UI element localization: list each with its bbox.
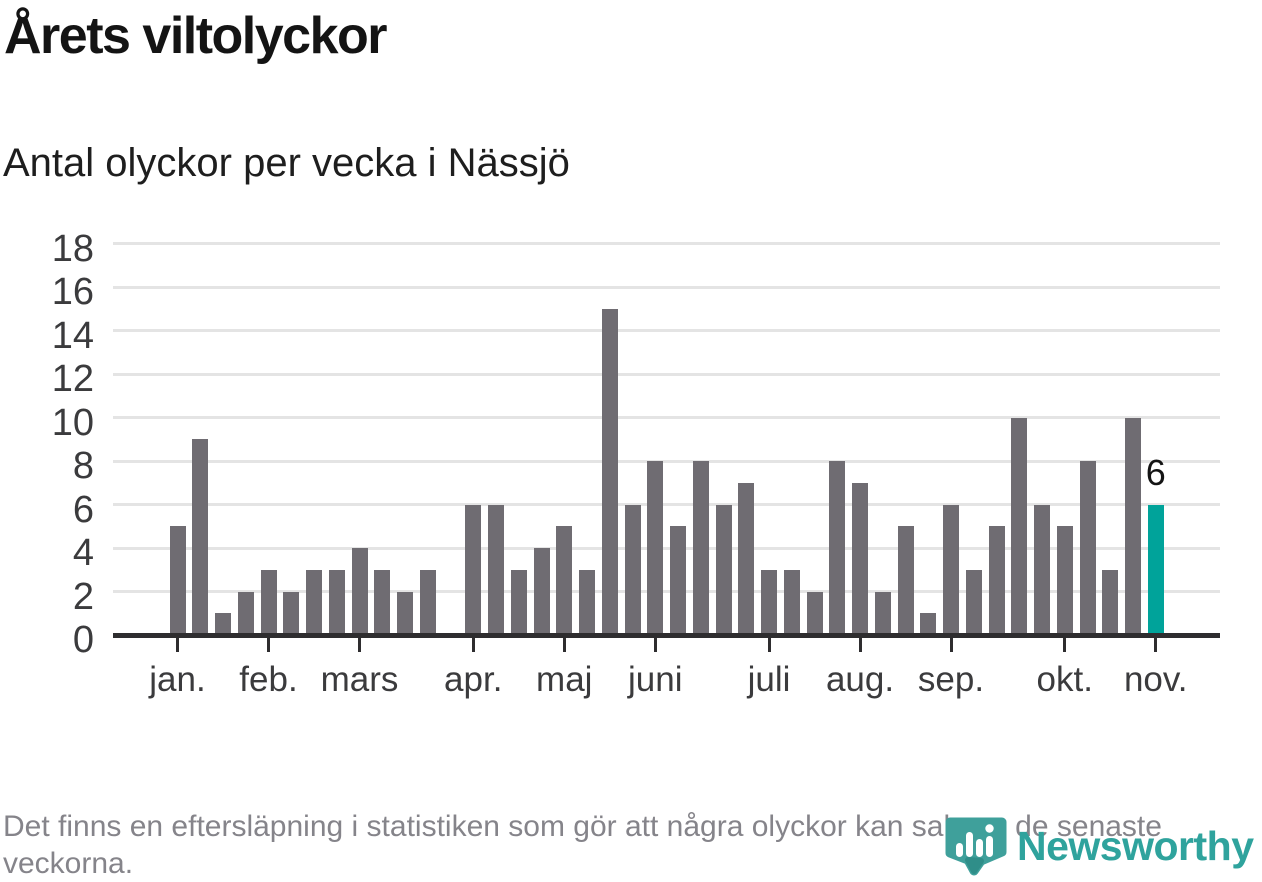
x-axis-tick (1063, 637, 1067, 652)
bar (1125, 417, 1141, 635)
bar (328, 569, 345, 635)
newsworthy-wordmark: Newsworthy (1017, 823, 1254, 869)
gridline (113, 372, 1220, 376)
y-axis-tick-label: 16 (51, 271, 94, 313)
gridline (113, 503, 1220, 506)
bar (215, 613, 231, 635)
gridline (113, 590, 1220, 593)
newsworthy-logo: Newsworthy (942, 815, 1254, 879)
logo-exclamation-stem (986, 836, 993, 857)
gridline (113, 329, 1220, 332)
bar (397, 591, 413, 635)
gridline (113, 459, 1220, 463)
y-axis-tick-label: 12 (51, 358, 94, 400)
bar (283, 591, 300, 635)
y-axis-tick-label: 10 (51, 401, 94, 444)
chart-subtitle: Antal olyckor per vecka i Nässjö (3, 141, 570, 185)
bar (852, 482, 868, 635)
x-axis-month-label: juli (747, 660, 791, 699)
logo-bar-short (956, 843, 963, 857)
x-axis-month-label: aug. (825, 660, 895, 699)
bar (920, 613, 937, 635)
bar (897, 526, 914, 635)
y-axis-tick-label: 6 (72, 488, 94, 531)
bar (351, 548, 368, 635)
logo-bar-medium (976, 839, 983, 857)
x-axis-month-label: jan. (149, 660, 206, 699)
bar (783, 569, 800, 635)
y-axis-tick-label: 4 (72, 532, 94, 574)
y-axis-tick-label: 14 (51, 314, 94, 357)
bar (624, 504, 641, 635)
bar (738, 482, 755, 635)
y-axis-tick-label: 8 (72, 445, 94, 487)
bar (260, 569, 277, 635)
bar (488, 504, 504, 635)
y-axis-tick-label: 2 (72, 575, 94, 618)
gridline (113, 285, 1220, 289)
x-axis-month-label: maj (536, 660, 593, 699)
x-axis-tick (1154, 637, 1158, 652)
bar-chart: 0 2 4 6 8 10 12 14 16 18 jan. feb. mars apr. maj juni ju… (51, 227, 1220, 699)
bar (533, 548, 550, 635)
x-axis-month-label: feb. (239, 660, 298, 699)
bar (670, 526, 686, 635)
x-axis-tick (267, 637, 270, 652)
bar (510, 569, 527, 635)
x-axis-tick (653, 637, 657, 652)
bar-value-label: 6 (1145, 451, 1166, 493)
bar (556, 526, 573, 635)
bar (579, 569, 595, 635)
bar (192, 439, 209, 635)
bar (715, 504, 732, 635)
y-axis-tick-label: 0 (72, 619, 94, 661)
logo-exclamation-dot (985, 824, 994, 833)
bar (1034, 504, 1050, 635)
bar (465, 504, 482, 635)
x-axis-month-label: apr. (444, 660, 503, 699)
bar (1011, 417, 1028, 635)
bar (965, 569, 982, 635)
bar (419, 569, 436, 635)
bar (1056, 526, 1073, 635)
bar (1102, 569, 1119, 635)
bar (237, 591, 254, 635)
x-axis-tick (471, 637, 475, 652)
logo-bar-tall (966, 832, 973, 857)
x-axis-tick (176, 637, 179, 652)
bar (874, 591, 891, 635)
bar (169, 526, 186, 635)
x-axis-month-label: mars (320, 660, 399, 699)
bar (1079, 461, 1096, 635)
bar (374, 569, 391, 635)
x-axis-month-label: nov. (1123, 660, 1188, 699)
x-axis-tick (767, 637, 771, 652)
x-axis-tick (358, 637, 361, 652)
bar (601, 308, 618, 635)
gridline (113, 242, 1220, 245)
x-axis-month-label: sep. (917, 660, 985, 699)
chart-title: Årets viltolyckor (4, 7, 388, 65)
y-axis-tick-label: 18 (51, 227, 94, 270)
gridline (113, 546, 1220, 550)
x-axis-tick (562, 637, 566, 652)
x-axis-tick (858, 637, 862, 652)
bar (988, 526, 1005, 635)
bar (692, 461, 709, 635)
bar (806, 591, 823, 635)
bar (761, 569, 777, 635)
x-axis-tick (949, 637, 953, 652)
x-axis-month-label: okt. (1036, 660, 1093, 699)
gridline (113, 416, 1220, 419)
x-axis-line (113, 633, 1220, 638)
bar-highlighted (1147, 504, 1164, 635)
bar (647, 461, 664, 635)
x-axis-month-label: juni (628, 660, 683, 699)
newsworthy-logo-icon (945, 817, 1007, 876)
bar (829, 461, 846, 635)
bar (306, 569, 322, 635)
bar (943, 504, 959, 635)
